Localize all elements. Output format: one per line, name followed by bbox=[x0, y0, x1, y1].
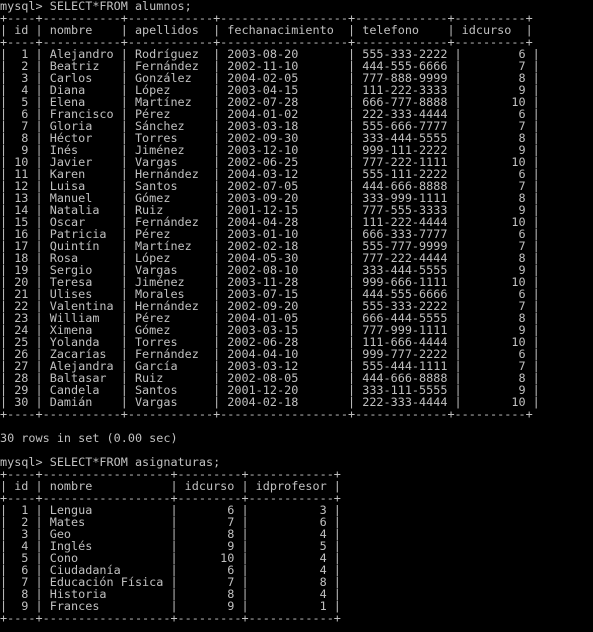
table-row: | 21 | Ulises | Morales | 2003-07-15 | 4… bbox=[0, 287, 540, 301]
table-row: | 12 | Luisa | Santos | 2002-07-05 | 444… bbox=[0, 179, 540, 193]
table-row: | 24 | Ximena | Gómez | 2003-03-15 | 777… bbox=[0, 323, 540, 337]
table-row: | 5 | Cono | 10 | 4 | bbox=[0, 551, 341, 565]
table-separator: +----+------------------+---------+-----… bbox=[0, 491, 341, 505]
table-row: | 13 | Manuel | Gómez | 2003-09-20 | 333… bbox=[0, 191, 540, 205]
result-status: 30 rows in set (0.00 sec) bbox=[0, 431, 178, 445]
table-separator: +----+-----------+------------+---------… bbox=[0, 11, 533, 25]
table-row: | 8 | Héctor | Torres | 2002-09-30 | 333… bbox=[0, 131, 540, 145]
table-row: | 15 | Oscar | Fernández | 2004-04-28 | … bbox=[0, 215, 540, 229]
table-separator: +----+-----------+------------+---------… bbox=[0, 407, 533, 421]
table-row: | 3 | Carlos | González | 2004-02-05 | 7… bbox=[0, 71, 540, 85]
table-row: | 27 | Alejandra | García | 2003-03-12 |… bbox=[0, 359, 540, 373]
blank-line bbox=[0, 624, 593, 632]
table-row: | 6 | Ciudadanía | 6 | 4 | bbox=[0, 563, 341, 577]
table-row: | 26 | Zacarías | Fernández | 2004-04-10… bbox=[0, 347, 540, 361]
table-row: | 6 | Francisco | Pérez | 2004-01-02 | 2… bbox=[0, 107, 540, 121]
table-row: | 30 | Damián | Vargas | 2004-02-18 | 22… bbox=[0, 395, 540, 409]
table-row: | 1 | Lengua | 6 | 3 | bbox=[0, 503, 341, 517]
table-separator: +----+------------------+---------+-----… bbox=[0, 467, 341, 481]
table-row: | 2 | Beatriz | Fernández | 2002-11-10 |… bbox=[0, 59, 540, 73]
sql-command-line: mysql> SELECT*FROM alumnos; bbox=[0, 0, 192, 13]
table-row: | 16 | Patricia | Pérez | 2003-01-10 | 6… bbox=[0, 227, 540, 241]
table-row: | 14 | Natalia | Ruiz | 2001-12-15 | 777… bbox=[0, 203, 540, 217]
table-row: | 11 | Karen | Hernández | 2004-03-12 | … bbox=[0, 167, 540, 181]
table-header: | id | nombre | apellidos | fechanacimie… bbox=[0, 23, 533, 37]
table-row: | 7 | Educación Física | 7 | 8 | bbox=[0, 575, 341, 589]
table-row: | 29 | Candela | Santos | 2001-12-20 | 3… bbox=[0, 383, 540, 397]
table-row: | 7 | Gloria | Sánchez | 2003-03-18 | 55… bbox=[0, 119, 540, 133]
table-row: | 2 | Mates | 7 | 6 | bbox=[0, 515, 341, 529]
sql-command-line: mysql> SELECT*FROM asignaturas; bbox=[0, 455, 221, 469]
table-separator: +----+-----------+------------+---------… bbox=[0, 35, 533, 49]
table-header: | id | nombre | idcurso | idprofesor | bbox=[0, 479, 341, 493]
table-row: | 25 | Yolanda | Torres | 2002-06-28 | 1… bbox=[0, 335, 540, 349]
table-row: | 4 | Diana | López | 2003-04-15 | 111-2… bbox=[0, 83, 540, 97]
table-row: | 17 | Quintín | Martínez | 2002-02-18 |… bbox=[0, 239, 540, 253]
table-row: | 4 | Inglés | 9 | 5 | bbox=[0, 539, 341, 553]
table-row: | 9 | Frances | 9 | 1 | bbox=[0, 599, 341, 613]
table-row: | 19 | Sergio | Vargas | 2002-08-10 | 33… bbox=[0, 263, 540, 277]
table-row: | 9 | Inés | Jiménez | 2003-12-10 | 999-… bbox=[0, 143, 540, 157]
table-row: | 20 | Teresa | Jiménez | 2003-11-28 | 9… bbox=[0, 275, 540, 289]
table-row: | 23 | William | Pérez | 2004-01-05 | 66… bbox=[0, 311, 540, 325]
table-row: | 28 | Baltasar | Ruiz | 2002-08-05 | 44… bbox=[0, 371, 540, 385]
table-row: | 8 | Historia | 8 | 4 | bbox=[0, 587, 341, 601]
table-row: | 22 | Valentina | Hernández | 2002-09-2… bbox=[0, 299, 540, 313]
table-row: | 1 | Alejandro | Rodríguez | 2003-08-20… bbox=[0, 47, 540, 61]
table-row: | 5 | Elena | Martínez | 2002-07-28 | 66… bbox=[0, 95, 540, 109]
table-separator: +----+------------------+---------+-----… bbox=[0, 611, 341, 625]
table-row: | 3 | Geo | 8 | 4 | bbox=[0, 527, 341, 541]
table-row: | 18 | Rosa | López | 2004-05-30 | 777-2… bbox=[0, 251, 540, 265]
table-row: | 10 | Javier | Vargas | 2002-06-25 | 77… bbox=[0, 155, 540, 169]
